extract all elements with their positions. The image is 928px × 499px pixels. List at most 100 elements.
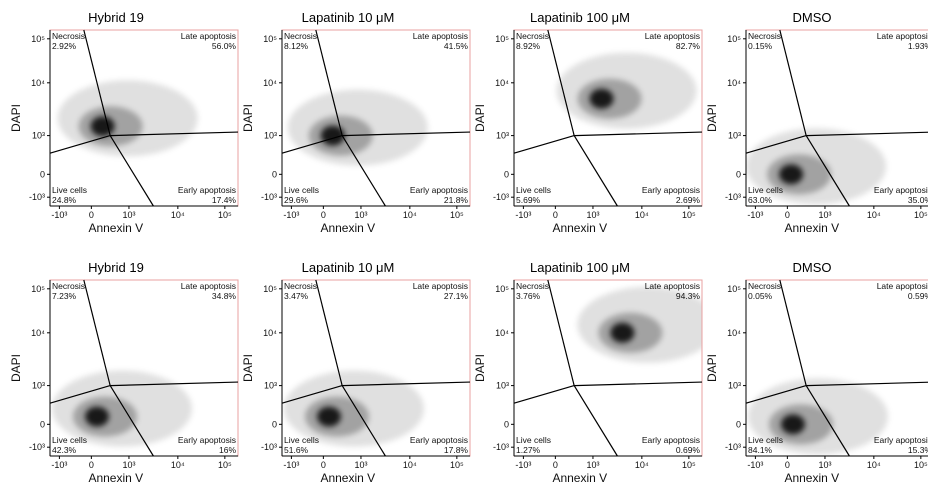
x-tick-label: 0 [321, 460, 326, 470]
x-tick-label: 10³ [122, 460, 135, 470]
y-tick-label: 10³ [496, 131, 509, 141]
panel-title: Lapatinib 10 μM [301, 260, 395, 275]
panel-title: Hybrid 19 [88, 10, 144, 25]
x-tick-label: 0 [553, 460, 558, 470]
live-cells-label: Live cells [52, 435, 87, 445]
live-cells-label: Live cells [516, 185, 551, 195]
necrosis-label: Necrosis [284, 281, 317, 291]
quadrant-gates [281, 279, 471, 457]
late-apoptosis-value: 27.1% [444, 291, 469, 301]
late-apoptosis-value: 41.5% [444, 41, 469, 51]
x-tick-label: 0 [553, 210, 558, 220]
x-tick-label: 10⁴ [867, 460, 881, 470]
x-tick-label: -10³ [283, 460, 299, 470]
late-apoptosis-label: Late apoptosis [877, 281, 928, 291]
y-tick-label: 10⁴ [727, 328, 741, 338]
necrosis-label: Necrosis [748, 31, 781, 41]
y-tick-label: 10⁴ [495, 78, 509, 88]
live-cells-value: 42.3% [52, 445, 77, 455]
plot-panel: Hybrid 19 -10³ 0 10³ 10⁴ 10⁵ 10⁵ 10⁴ 10³ 0 -10³ Ann… [0, 250, 239, 499]
x-tick-label: 10³ [354, 460, 367, 470]
density-cloud [746, 128, 887, 205]
panel-title: DMSO [792, 260, 832, 275]
plot-panel: Hybrid 19 -10³ 0 10³ 10⁴ 10⁵ 10⁵ 10⁴ 10³ 0 -10³ Ann… [0, 0, 239, 249]
necrosis-label: Necrosis [516, 281, 549, 291]
live-cells-label: Live cells [284, 185, 319, 195]
necrosis-value: 8.92% [516, 41, 541, 51]
plot-panel: DMSO -10³ 0 10³ 10⁴ 10⁵ 10⁵ 10⁴ 10³ 0 -10³ Annexin … [696, 0, 928, 249]
late-apoptosis-value: 82.7% [676, 41, 701, 51]
density-core [781, 414, 805, 435]
necrosis-label: Necrosis [516, 31, 549, 41]
x-axis-title: Annexin V [320, 221, 375, 235]
late-apoptosis-label: Late apoptosis [181, 31, 236, 41]
early-apoptosis-label: Early apoptosis [410, 435, 468, 445]
late-apoptosis-value: 1.93% [908, 41, 928, 51]
x-tick-label: 10⁴ [635, 210, 649, 220]
y-tick-label: -10³ [29, 192, 45, 202]
x-axis-title: Annexin V [552, 221, 607, 235]
density-cloud [52, 370, 192, 447]
y-tick-label: 10⁵ [263, 34, 277, 44]
plot-panel: Lapatinib 10 μM -10³ 0 10³ 10⁴ 10⁵ 10⁵ 10⁴ 10³ 0-… [232, 0, 471, 249]
x-tick-label: 10⁵ [450, 210, 464, 220]
x-tick-label: -10³ [515, 460, 531, 470]
x-tick-label: 10⁴ [867, 210, 881, 220]
scatter-plot: -10³ 0 10³ 10⁴ 10⁵ 10⁵ 10⁴ 10³ 0 -10³ Annexin V DAP… [705, 29, 928, 235]
necrosis-value: 3.47% [284, 291, 309, 301]
x-tick-label: 10⁵ [682, 210, 696, 220]
y-tick-label: 10⁴ [31, 78, 45, 88]
y-tick-label: 0 [272, 169, 277, 179]
early-apoptosis-label: Early apoptosis [874, 435, 928, 445]
panel-title: Lapatinib 100 μM [529, 10, 630, 25]
y-axis-title: DAPI [473, 354, 487, 382]
x-axis-title: Annexin V [552, 471, 607, 485]
necrosis-value: 2.92% [52, 41, 77, 51]
quadrant-gates [49, 279, 239, 457]
y-tick-label: 10⁴ [263, 328, 277, 338]
x-tick-label: 0 [785, 460, 790, 470]
density-core [90, 116, 115, 137]
y-tick-label: 0 [736, 419, 741, 429]
late-apoptosis-value: 56.0% [212, 41, 237, 51]
live-cells-label: Live cells [748, 185, 783, 195]
x-tick-label: 10⁵ [682, 460, 696, 470]
x-tick-label: 10⁵ [218, 460, 232, 470]
density-cloud [57, 80, 198, 157]
y-tick-label: 0 [504, 169, 509, 179]
live-cells-label: Live cells [52, 185, 87, 195]
x-axis-title: Annexin V [784, 471, 839, 485]
x-tick-label: 10³ [586, 210, 599, 220]
x-axis-title: Annexin V [784, 221, 839, 235]
x-tick-label: 10⁵ [914, 460, 928, 470]
y-tick-label: -10³ [29, 442, 45, 452]
x-axis-title: Annexin V [88, 221, 143, 235]
panel-title: Lapatinib 10 μM [301, 10, 395, 25]
x-tick-label: 10³ [586, 460, 599, 470]
x-tick-label: 10⁴ [403, 210, 417, 220]
early-apoptosis-label: Early apoptosis [642, 185, 700, 195]
y-axis-title: DAPI [9, 104, 23, 132]
density-core [85, 406, 109, 427]
x-tick-label: 0 [89, 460, 94, 470]
y-tick-label: -10³ [725, 442, 741, 452]
necrosis-label: Necrosis [52, 31, 85, 41]
plot-panel: Lapatinib 10 μM -10³ 0 10³ 10⁴ 10⁵ 10⁵ 10⁴ 10³ 0-… [232, 250, 471, 499]
y-tick-label: -10³ [261, 192, 277, 202]
density-cloud [284, 370, 424, 447]
density-cloud [556, 52, 697, 129]
early-apoptosis-value: 17.4% [212, 195, 237, 205]
scatter-plot: -10³ 0 10³ 10⁴ 10⁵ 10⁵ 10⁴ 10³ 0 -10³ Annexin V DAP… [9, 279, 239, 485]
panel-title: Hybrid 19 [88, 260, 144, 275]
necrosis-label: Necrosis [284, 31, 317, 41]
density-core [317, 406, 341, 427]
y-tick-label: 0 [40, 169, 45, 179]
scatter-plot: -10³ 0 10³ 10⁴ 10⁵ 10⁵ 10⁴ 10³ 0 -10³ Annexin V DAP… [473, 29, 703, 235]
density-cloud [577, 286, 702, 363]
y-tick-label: 10⁵ [31, 34, 45, 44]
necrosis-label: Necrosis [52, 281, 85, 291]
y-tick-label: 10⁴ [727, 78, 741, 88]
quadrant-gates [513, 279, 703, 457]
x-tick-label: 0 [321, 210, 326, 220]
panel-title: Lapatinib 100 μM [529, 260, 630, 275]
